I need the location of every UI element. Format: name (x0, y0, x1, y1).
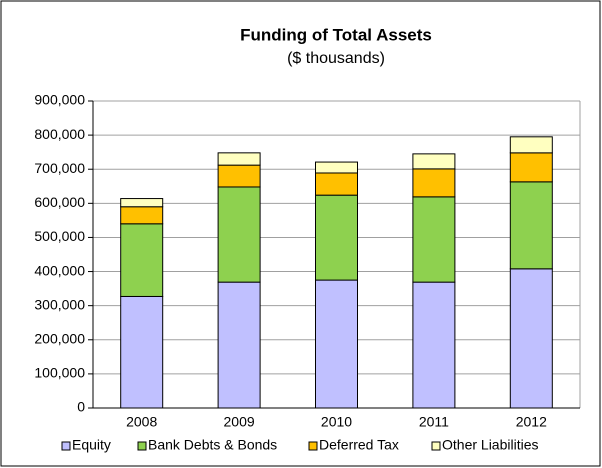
bar-segment (509, 268, 553, 409)
bar-segment (217, 186, 261, 283)
y-tick-label: 400,000 (34, 262, 85, 278)
bar-segment (412, 153, 456, 170)
legend-label: Other Liabilities (442, 437, 539, 453)
y-tick-label: 0 (77, 399, 85, 415)
bar-segment (217, 164, 261, 188)
legend-swatch (61, 441, 71, 451)
bar-segment (412, 168, 456, 198)
legend-label: Deferred Tax (319, 437, 399, 453)
y-tick-label: 200,000 (34, 330, 85, 346)
bar-segment (120, 198, 164, 208)
bar-segment (509, 136, 553, 154)
y-tick-label: 500,000 (34, 228, 85, 244)
bar-segment (120, 206, 164, 225)
legend-label: Bank Debts & Bonds (148, 437, 277, 453)
chart-title: Funding of Total Assets (240, 25, 432, 44)
bar-segment (412, 281, 456, 409)
bar-segment (120, 223, 164, 297)
y-tick-label: 300,000 (34, 296, 85, 312)
x-tick-label: 2009 (224, 414, 255, 430)
bar-segment (315, 279, 358, 409)
y-tick-label: 100,000 (34, 365, 85, 381)
x-tick-label: 2010 (321, 414, 352, 430)
bar-segment (315, 161, 358, 174)
legend-swatch (308, 441, 318, 451)
bar-segment (217, 281, 261, 409)
x-tick-label: 2011 (419, 414, 449, 430)
bar-segment (509, 181, 553, 270)
x-tick-label: 2012 (516, 414, 547, 430)
bar-segment (120, 295, 164, 409)
legend-swatch (431, 441, 441, 451)
bar-segment (509, 152, 553, 183)
bar-segment (412, 196, 456, 283)
bar-segment (315, 194, 358, 281)
bar-segment (217, 152, 261, 166)
y-tick-label: 800,000 (34, 126, 85, 142)
y-tick-label: 700,000 (34, 160, 85, 176)
legend-label: Equity (72, 437, 111, 453)
x-tick-label: 2008 (126, 414, 157, 430)
y-tick-label: 600,000 (34, 194, 85, 210)
legend-swatch (137, 441, 147, 451)
chart-subtitle: ($ thousands) (287, 50, 385, 67)
y-tick-label: 900,000 (34, 92, 85, 108)
bar-segment (315, 172, 358, 196)
